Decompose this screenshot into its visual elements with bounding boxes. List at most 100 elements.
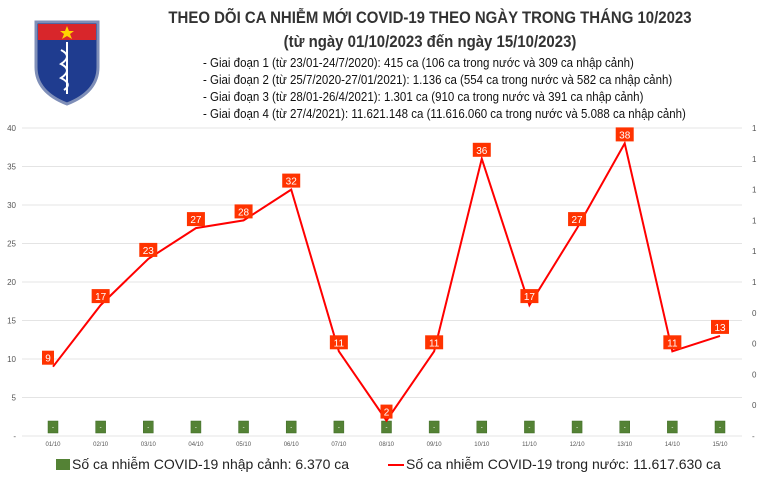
x-tick-label: 12/10 — [570, 442, 586, 448]
y-right-tick-label: 1 — [752, 124, 757, 133]
bar-data-label: - — [576, 425, 578, 431]
line-data-label: 36 — [476, 146, 488, 157]
bar-data-label: - — [338, 425, 340, 431]
x-tick-label: 11/10 — [522, 442, 537, 448]
y-right-tick-label: 0 — [752, 370, 757, 379]
line-data-label: 38 — [619, 130, 631, 141]
line-data-label: 27 — [190, 215, 202, 226]
line-data-label: 11 — [334, 338, 345, 349]
line-data-label-bg — [663, 335, 682, 350]
bar-imported — [524, 420, 535, 434]
x-tick-label: 10/10 — [474, 442, 490, 448]
bar-data-label: - — [243, 425, 245, 431]
line-data-label-bg — [186, 212, 205, 227]
line-data-label-bg — [282, 173, 301, 188]
x-tick-label: 03/10 — [141, 442, 157, 448]
bar-data-label: - — [719, 425, 721, 431]
y-left-tick-label: 20 — [7, 278, 16, 287]
y-right-tick-label: 0 — [752, 309, 757, 318]
line-data-label-bg — [615, 127, 634, 142]
x-tick-label: 05/10 — [236, 442, 252, 448]
y-right-tick-label: 0 — [752, 401, 757, 410]
line-data-label-bg — [568, 212, 587, 227]
x-tick-label: 02/10 — [93, 442, 109, 448]
x-tick-label: 15/10 — [712, 442, 728, 448]
bar-data-label: - — [624, 425, 626, 431]
line-data-label-bg — [234, 204, 253, 219]
bar-imported — [476, 420, 488, 434]
y-right-tick-label: 1 — [752, 216, 757, 225]
line-data-label: 9 — [45, 354, 51, 365]
y-right-tick-label: 1 — [752, 278, 757, 287]
x-tick-label: 09/10 — [427, 442, 443, 448]
y-right-tick-label: 1 — [752, 186, 757, 195]
bar-data-label: - — [147, 425, 149, 431]
line-data-label-bg — [329, 335, 348, 350]
x-tick-label: 01/10 — [45, 442, 61, 448]
y-left-tick-label: - — [13, 432, 16, 441]
bar-data-label: - — [481, 425, 483, 431]
x-tick-label: 06/10 — [284, 442, 300, 448]
bar-data-label: - — [671, 425, 673, 431]
legend-item-domestic: Số ca nhiễm COVID-19 trong nước: 11.617.… — [388, 456, 721, 473]
line-data-label-bg — [711, 319, 729, 334]
chart-subtitle: (từ ngày 01/10/2023 đến ngày 15/10/2023) — [283, 32, 577, 51]
bar-data-label: - — [433, 425, 435, 431]
bar-data-label: - — [290, 425, 292, 431]
bar-data-label: - — [528, 425, 530, 431]
bar-data-label: - — [100, 425, 102, 431]
x-tick-label: 07/10 — [331, 442, 347, 448]
legend-label-domestic: Số ca nhiễm COVID-19 trong nước: 11.617.… — [406, 456, 721, 472]
legend-swatch-bar — [56, 459, 70, 470]
y-left-tick-label: 40 — [7, 124, 16, 133]
bar-imported — [143, 420, 154, 434]
y-right-tick-label: 0 — [752, 340, 757, 349]
legend-label-imported: Số ca nhiễm COVID-19 nhập cảnh: 6.370 ca — [72, 456, 350, 472]
bar-imported — [667, 420, 678, 434]
bar-imported — [714, 420, 726, 434]
legend-swatch-line — [388, 463, 404, 466]
bar-imported — [619, 420, 630, 434]
line-data-label-bg — [425, 335, 444, 350]
note-phase-2: - Giai đoạn 2 (từ 25/7/2020-27/01/2021):… — [203, 73, 673, 87]
y-left-tick-label: 30 — [7, 201, 16, 210]
bar-imported — [95, 420, 106, 434]
x-tick-label: 08/10 — [379, 442, 395, 448]
line-domestic — [52, 140, 721, 423]
line-data-label: 13 — [714, 323, 726, 334]
line-data-label: 32 — [286, 177, 298, 188]
bar-imported — [333, 420, 345, 434]
line-data-label-bg — [91, 289, 110, 304]
line-data-label-bg — [42, 350, 54, 365]
x-tick-label: 04/10 — [188, 442, 204, 448]
note-phase-4: - Giai đoạn 4 (từ 27/4/2021): 11.621.148… — [203, 107, 686, 121]
bar-imported — [428, 420, 440, 434]
line-data-label-bg — [520, 289, 539, 304]
bar-data-label: - — [195, 425, 197, 431]
line-data-label-bg — [139, 242, 158, 257]
bar-data-label: - — [386, 425, 388, 431]
note-phase-1: - Giai đoạn 1 (từ 23/01-24/7/2020): 415 … — [203, 56, 634, 70]
y-left-tick-label: 25 — [7, 240, 16, 249]
line-data-label: 11 — [429, 338, 440, 349]
bar-imported — [285, 420, 297, 434]
y-right-tick-label: - — [752, 432, 755, 441]
chart-title: THEO DÕI CA NHIỄM MỚI COVID-19 THEO NGÀY… — [168, 8, 692, 27]
bar-imported — [47, 420, 59, 434]
line-data-label: 27 — [572, 215, 584, 226]
line-data-label: 2 — [384, 408, 390, 419]
y-left-tick-label: 15 — [7, 317, 16, 326]
legend-item-imported: Số ca nhiễm COVID-19 nhập cảnh: 6.370 ca — [56, 456, 349, 473]
y-right-tick-label: 1 — [752, 247, 757, 256]
line-data-label: 23 — [143, 246, 155, 257]
note-phase-3: - Giai đoạn 3 (từ 28/01-26/4/2021): 1.30… — [203, 90, 644, 104]
y-left-tick-label: 5 — [12, 394, 17, 403]
line-data-label: 11 — [667, 338, 678, 349]
line-data-label: 17 — [95, 292, 107, 303]
y-right-tick-label: 1 — [752, 155, 757, 164]
x-tick-label: 14/10 — [665, 442, 681, 448]
bar-data-label: - — [52, 425, 54, 431]
line-data-label: 28 — [238, 207, 250, 218]
